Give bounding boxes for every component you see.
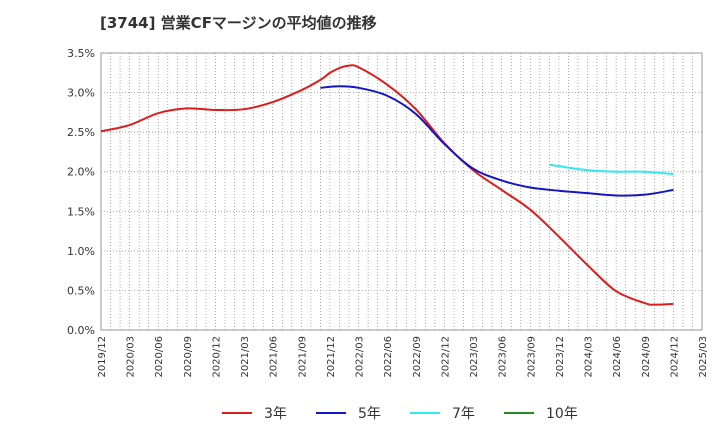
x-tick-label: 2023/06 — [498, 336, 509, 378]
series-line-2 — [320, 85, 674, 197]
y-tick-label: 2.5% — [67, 126, 95, 139]
series-line-1 — [100, 64, 674, 306]
legend-label: 7年 — [452, 406, 475, 422]
x-tick-label: 2023/09 — [526, 336, 537, 378]
legend-label: 3年 — [264, 406, 287, 422]
x-tick-label: 2021/06 — [269, 336, 280, 378]
chart-title: [3744] 営業CFマージンの平均値の推移 — [100, 14, 377, 32]
x-tick-label: 2022/06 — [383, 336, 394, 378]
x-tick-label: 2023/03 — [469, 336, 480, 378]
x-tick-label: 2020/12 — [211, 336, 222, 378]
x-tick-label: 2019/12 — [97, 336, 108, 378]
y-tick-label: 1.5% — [67, 205, 95, 218]
y-tick-label: 3.5% — [67, 47, 95, 60]
y-tick-label: 0.5% — [67, 284, 95, 297]
x-tick-label: 2020/06 — [154, 336, 165, 378]
x-tick-label: 2021/09 — [297, 336, 308, 378]
x-tick-label: 2022/03 — [355, 336, 366, 378]
series-line-3 — [549, 163, 674, 176]
x-tick-label: 2022/09 — [412, 336, 423, 378]
x-tick-label: 2022/12 — [440, 336, 451, 378]
x-tick-label: 2020/09 — [183, 336, 194, 378]
y-tick-label: 0.0% — [67, 324, 95, 337]
y-tick-label: 2.0% — [67, 166, 95, 179]
legend-label: 10年 — [546, 406, 578, 422]
x-tick-label: 2024/06 — [612, 336, 623, 378]
plot-area — [100, 52, 703, 331]
x-tick-label: 2023/12 — [555, 336, 566, 378]
y-tick-label: 3.0% — [67, 87, 95, 100]
x-tick-label: 2021/03 — [240, 336, 251, 378]
x-tick-label: 2024/03 — [584, 336, 595, 378]
x-tick-label: 2024/09 — [641, 336, 652, 378]
legend-label: 5年 — [358, 406, 381, 422]
x-tick-label: 2025/03 — [698, 336, 709, 378]
x-tick-label: 2024/12 — [669, 336, 680, 378]
x-tick-label: 2021/12 — [326, 336, 337, 378]
x-tick-label: 2020/03 — [126, 336, 137, 378]
y-tick-label: 1.0% — [67, 245, 95, 258]
